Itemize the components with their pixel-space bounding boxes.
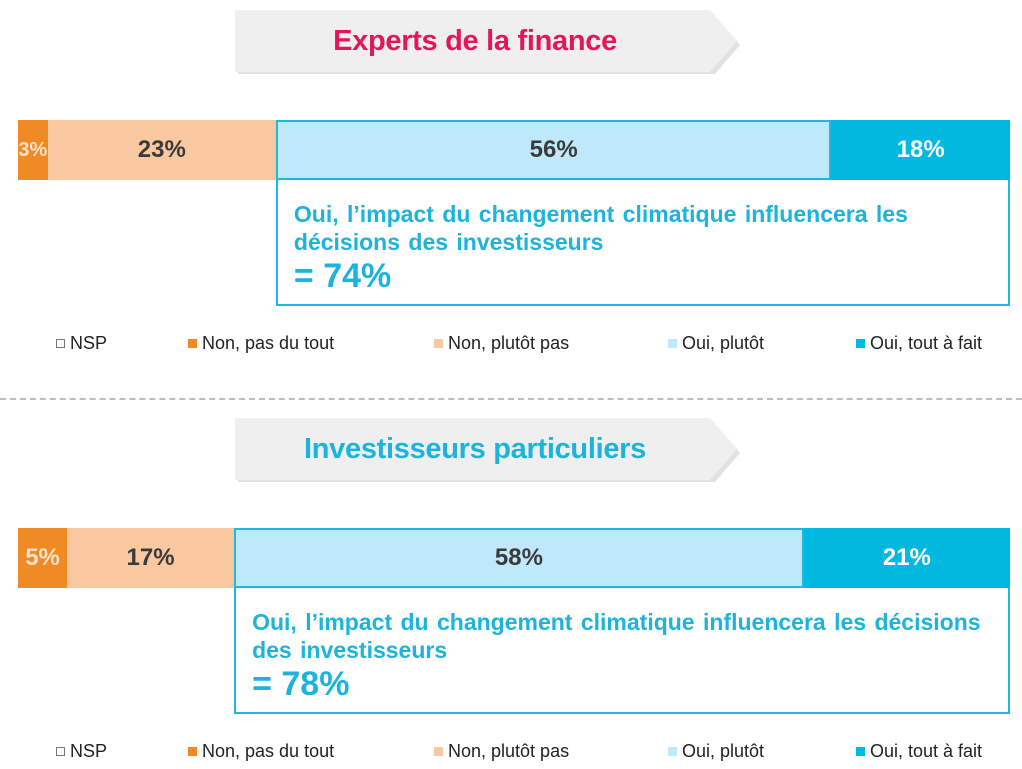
callout-box: Oui, l’impact du changement climatique i…: [275, 180, 1010, 306]
legend-item: Oui, tout à fait: [856, 741, 982, 762]
section-divider: [0, 398, 1022, 400]
legend-item: Non, pas du tout: [188, 333, 334, 354]
legend-label: Oui, plutôt: [682, 333, 765, 353]
segment-data-label: 3%: [18, 138, 48, 161]
segment-non-pas-du-tout: 5%: [18, 528, 68, 588]
segment-oui-tout-a-fait: 21%: [803, 528, 1010, 588]
legend-swatch: [856, 747, 865, 756]
segment-data-label: 58%: [494, 544, 543, 571]
segment-data-label: 56%: [529, 136, 578, 163]
legend-swatch: [188, 339, 197, 348]
legend-label: NSP: [70, 333, 108, 353]
legend: NSP Non, pas du tout Non, plutôt pas Oui, p…: [0, 333, 1022, 357]
legend-label: Oui, tout à fait: [870, 333, 983, 353]
legend-label: Non, plutôt pas: [448, 333, 570, 353]
segment-data-label: 23%: [137, 136, 186, 163]
legend-label: Oui, tout à fait: [870, 741, 983, 761]
stacked-bar: 3% 23% 56% 18%: [18, 120, 1010, 180]
segment-oui-plutot: 58%: [234, 528, 804, 588]
chart-title-banner: Investisseurs particuliers: [235, 418, 740, 482]
stacked-bar: 5% 17% 58% 21%: [18, 528, 1010, 588]
legend-label: NSP: [70, 741, 108, 761]
segment-data-label: 18%: [896, 136, 945, 163]
legend-item: NSP: [56, 741, 107, 762]
segment-non-pas-du-tout: 3%: [18, 120, 48, 180]
segment-data-label: 21%: [882, 544, 931, 571]
callout-total: = 74%: [293, 257, 392, 295]
legend-swatch: [434, 339, 443, 348]
legend-label: Non, plutôt pas: [448, 741, 570, 761]
segment-oui-tout-a-fait: 18%: [831, 120, 1010, 180]
legend-label: Oui, plutôt: [682, 741, 765, 761]
segment-non-plutot-pas: 23%: [47, 120, 276, 180]
segment-oui-plutot: 56%: [275, 120, 832, 180]
legend-item: Non, plutôt pas: [434, 333, 569, 354]
banner-arrow-shape: [235, 418, 740, 482]
callout-total: = 78%: [252, 665, 350, 703]
callout-text: Oui, l’impact du changement climatique i…: [252, 609, 981, 663]
legend-swatch: [668, 747, 677, 756]
legend-swatch: [56, 747, 65, 756]
chart-title: Investisseurs particuliers: [304, 432, 646, 465]
chart-panel-experts: Experts de la finance 3% 23% 56% 18% Oui, l…: [0, 10, 1022, 357]
callout-box: Oui, l’impact du changement climatique i…: [234, 588, 1010, 714]
legend-label: Non, pas du tout: [202, 333, 335, 353]
legend-swatch: [56, 339, 65, 348]
callout-text: Oui, l’impact du changement climatique i…: [293, 201, 908, 255]
legend-swatch: [434, 747, 443, 756]
legend-swatch: [188, 747, 197, 756]
legend-swatch: [856, 339, 865, 348]
legend-item: Oui, plutôt: [668, 741, 764, 762]
banner-arrow-shape: [235, 10, 740, 74]
legend-item: NSP: [56, 333, 107, 354]
chart-title-banner: Experts de la finance: [235, 10, 740, 74]
chart-title: Experts de la finance: [333, 24, 617, 57]
legend-item: Oui, tout à fait: [856, 333, 982, 354]
legend-swatch: [668, 339, 677, 348]
legend: NSP Non, pas du tout Non, plutôt pas Oui, p…: [0, 741, 1022, 765]
chart-panel-particuliers: Investisseurs particuliers 5% 17% 58% 21% O…: [0, 408, 1022, 769]
legend-item: Non, pas du tout: [188, 741, 334, 762]
segment-non-plutot-pas: 17%: [67, 528, 235, 588]
legend-item: Oui, plutôt: [668, 333, 764, 354]
legend-item: Non, plutôt pas: [434, 741, 569, 762]
segment-data-label: 17%: [126, 544, 175, 571]
legend-label: Non, pas du tout: [202, 741, 335, 761]
segment-data-label: 5%: [25, 544, 60, 571]
